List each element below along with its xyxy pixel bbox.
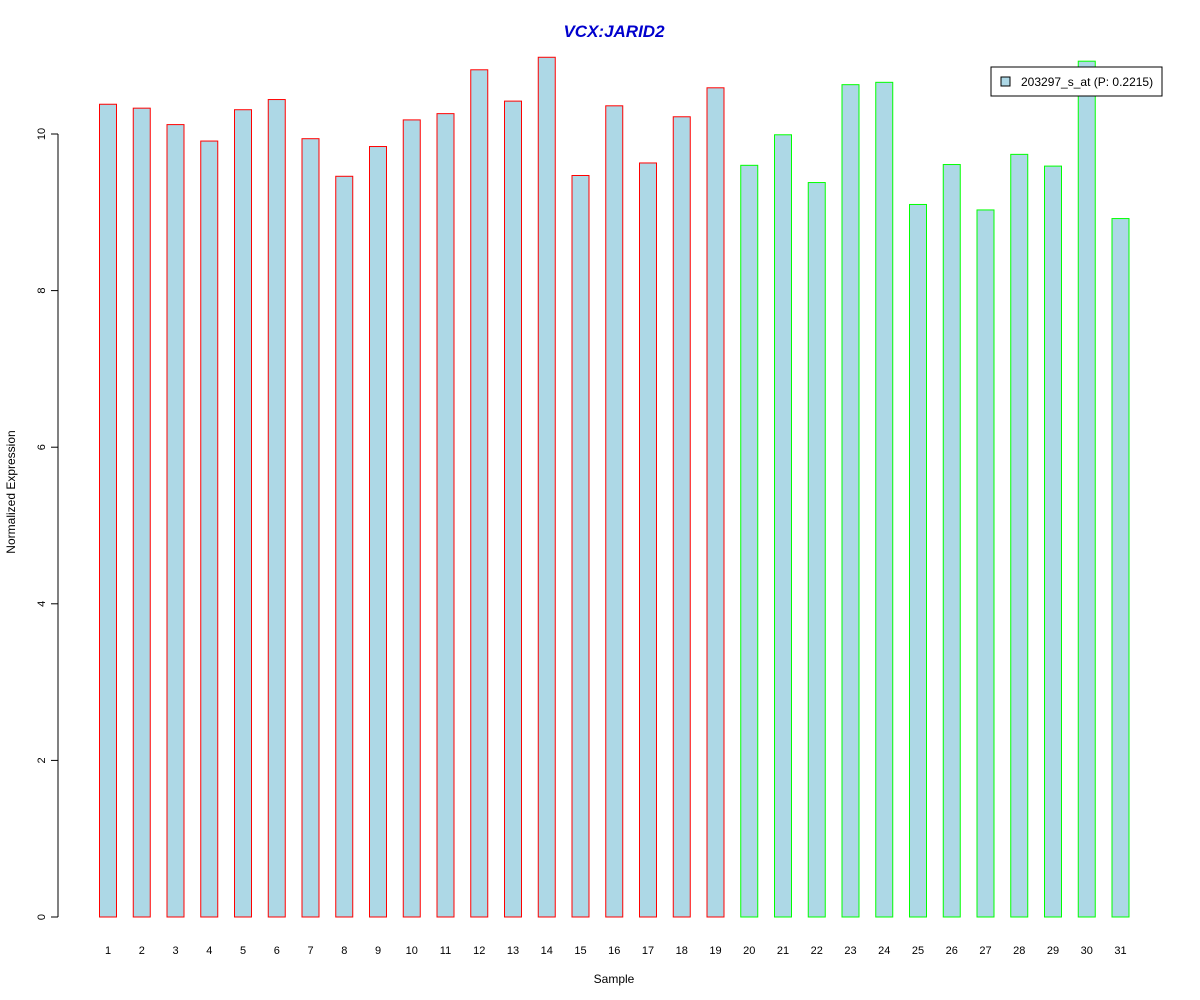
bar	[1077, 60, 1096, 918]
bar	[267, 99, 286, 918]
x-tick-label: 23	[844, 945, 856, 957]
y-tick-label: 10	[36, 128, 48, 140]
y-tick-label: 2	[36, 757, 48, 763]
x-tick-label: 10	[406, 945, 418, 957]
x-tick-label: 14	[541, 945, 553, 957]
x-tick-label: 30	[1081, 945, 1093, 957]
bar	[504, 100, 522, 918]
bar	[672, 116, 691, 918]
x-tick-label: 7	[307, 945, 313, 957]
bar	[841, 84, 860, 918]
x-tick-label: 29	[1047, 945, 1059, 957]
y-tick-label: 4	[36, 601, 48, 607]
bar	[740, 164, 759, 918]
x-tick-label: 2	[139, 945, 145, 957]
x-tick-label: 12	[473, 945, 485, 957]
x-tick-label: 20	[743, 945, 755, 957]
y-tick-label: 6	[36, 444, 48, 450]
x-tick-label: 13	[507, 945, 519, 957]
bar	[402, 119, 421, 918]
x-tick-label: 8	[341, 945, 347, 957]
x-tick-label: 9	[375, 945, 381, 957]
x-tick-label: 21	[777, 945, 789, 957]
bar	[571, 174, 590, 918]
bar	[1044, 165, 1062, 918]
x-tick-label: 15	[574, 945, 586, 957]
legend-label: 203297_s_at (P: 0.2215)	[1021, 75, 1153, 89]
x-tick-label: 25	[912, 945, 924, 957]
legend-box	[990, 66, 1163, 97]
y-axis: 0 2 4 6 8 10	[36, 128, 59, 920]
bar	[807, 182, 826, 918]
bar	[99, 103, 117, 918]
x-tick-label: 24	[878, 945, 890, 957]
x-tick-label: 6	[274, 945, 280, 957]
y-tick-label: 8	[36, 288, 48, 294]
bar	[335, 175, 354, 918]
x-axis-label: Sample	[594, 972, 635, 986]
bar	[774, 134, 792, 918]
bar	[1111, 218, 1130, 918]
x-tick-label: 22	[811, 945, 823, 957]
legend-swatch	[1000, 76, 1011, 87]
bar	[537, 56, 556, 918]
bar	[369, 146, 387, 918]
bars	[99, 56, 1130, 918]
bar	[166, 124, 185, 918]
bar	[942, 164, 961, 918]
bar	[909, 203, 927, 918]
bar	[1010, 153, 1029, 918]
bar	[301, 138, 320, 918]
x-tick-label: 27	[979, 945, 991, 957]
bar	[976, 209, 995, 918]
x-tick-label: 19	[709, 945, 721, 957]
x-tick-label: 26	[946, 945, 958, 957]
chart-title: VCX:JARID2	[563, 22, 665, 41]
bar	[436, 113, 455, 918]
x-axis-ticks: 1 2 3 4 5 6 7 8 9 10 11 12 13 14 15 16 17 18 19 20 21 22 23 24 2…	[105, 945, 1127, 957]
y-axis-label: Normalized Expression	[4, 430, 18, 553]
x-tick-label: 4	[206, 945, 212, 957]
bar	[706, 87, 725, 918]
x-tick-label: 28	[1013, 945, 1025, 957]
x-tick-label: 11	[440, 945, 451, 957]
x-tick-label: 31	[1114, 945, 1126, 957]
bar	[875, 81, 894, 918]
bar	[470, 69, 489, 918]
bar	[639, 162, 657, 918]
bar	[200, 140, 219, 918]
x-tick-label: 16	[608, 945, 620, 957]
x-tick-label: 17	[642, 945, 654, 957]
bar	[605, 105, 624, 918]
bar	[234, 109, 252, 918]
legend: 203297_s_at (P: 0.2215)	[990, 66, 1163, 97]
x-tick-label: 1	[105, 945, 111, 957]
bar	[132, 107, 151, 918]
y-tick-label: 0	[36, 914, 48, 920]
x-tick-label: 3	[172, 945, 178, 957]
x-tick-label: 18	[676, 945, 688, 957]
x-tick-label: 5	[240, 945, 246, 957]
